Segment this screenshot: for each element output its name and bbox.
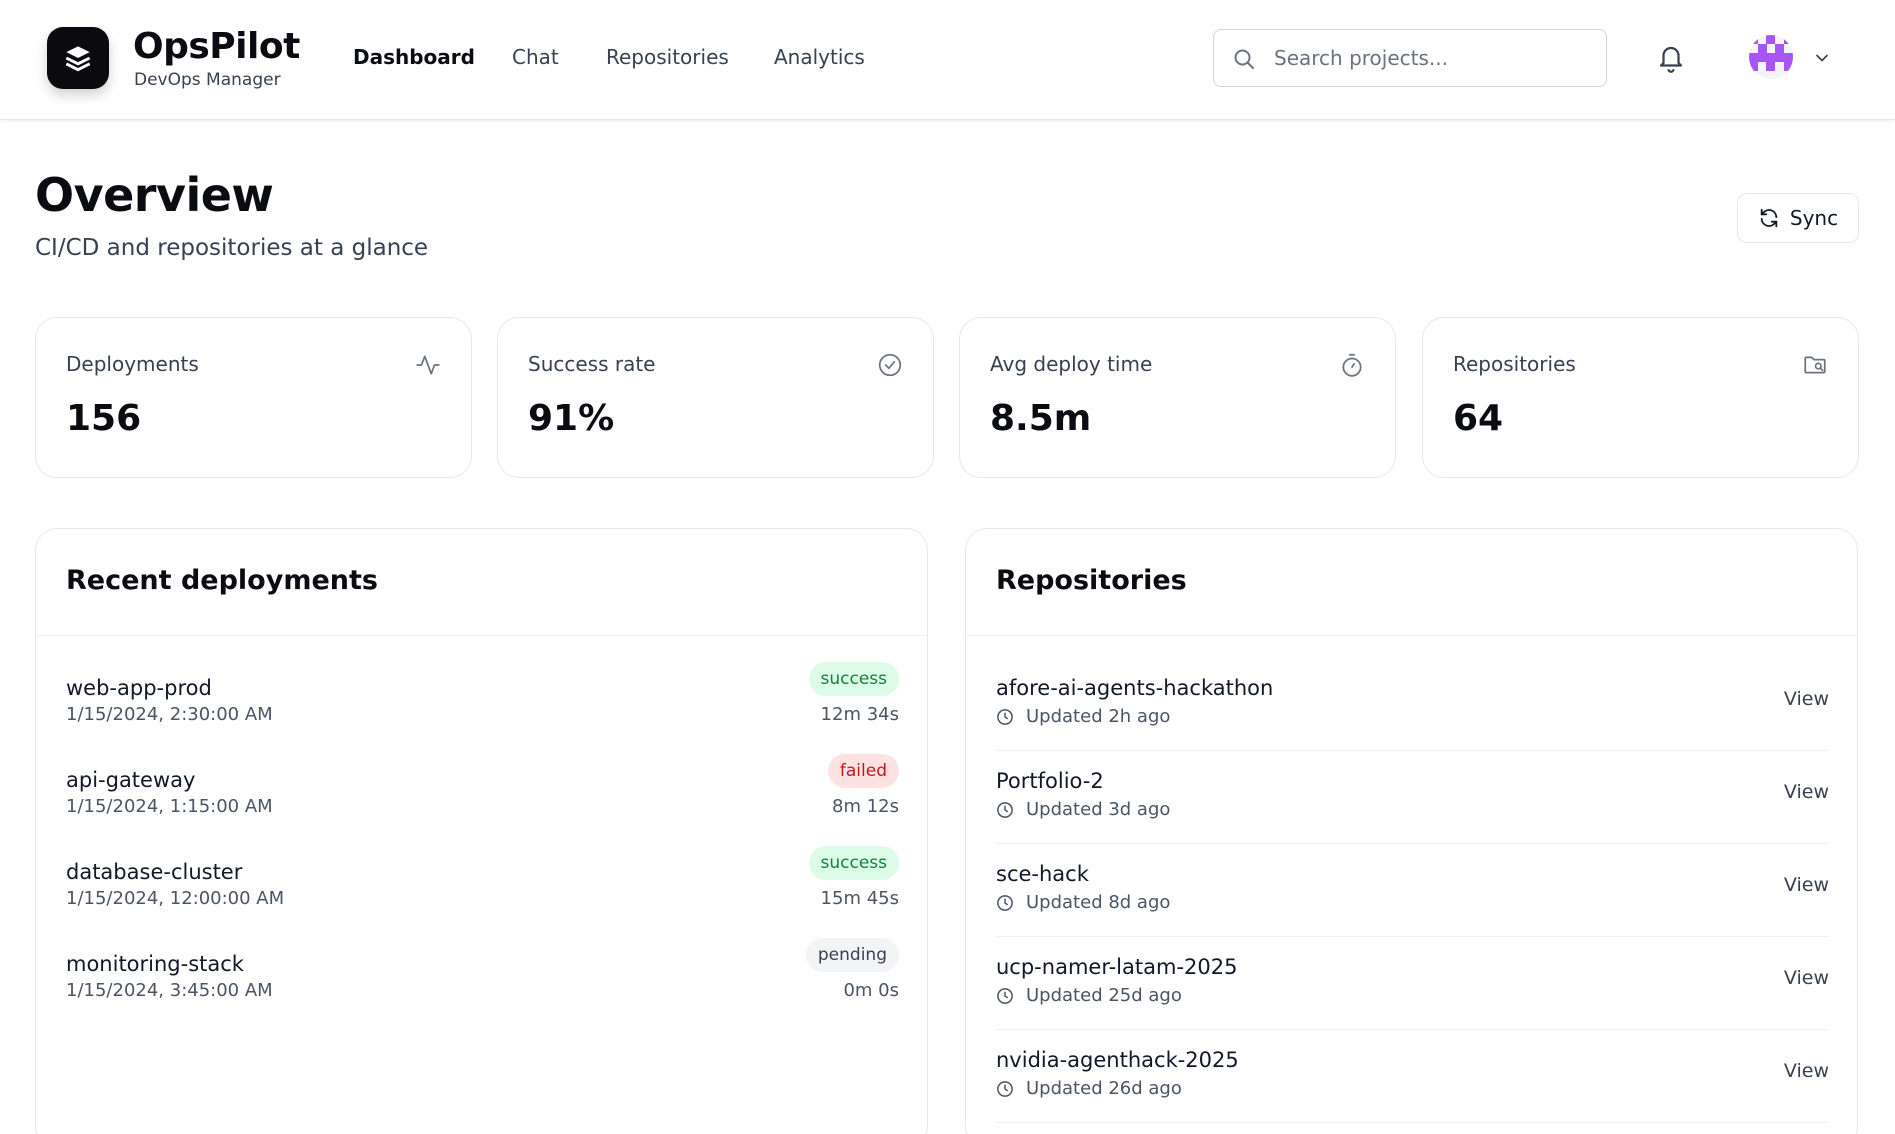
- view-button[interactable]: View: [1783, 874, 1829, 896]
- panel-title: Repositories: [996, 565, 1187, 596]
- stat-card-success-rate: Success rate 91%: [497, 317, 934, 478]
- brand-subtitle: DevOps Manager: [134, 70, 281, 90]
- repository-name[interactable]: Portfolio-2: [996, 769, 1104, 793]
- repository-name[interactable]: sce-hack: [996, 862, 1089, 886]
- updated-text: Updated 2h ago: [1026, 706, 1171, 727]
- deployment-name: api-gateway: [66, 768, 196, 792]
- divider: [36, 635, 927, 636]
- repository-name[interactable]: ucp-namer-latam-2025: [996, 955, 1238, 979]
- folder-search-icon: [1804, 356, 1826, 374]
- repository-row: Portfolio-2 Updated 3d ago View: [996, 751, 1829, 844]
- updated-text: Updated 3d ago: [1026, 799, 1171, 820]
- page-subtitle: CI/CD and repositories at a glance: [35, 235, 429, 261]
- repository-name[interactable]: afore-ai-agents-hackathon: [996, 676, 1274, 700]
- stat-label: Deployments: [66, 352, 199, 376]
- nav-analytics[interactable]: Analytics: [774, 45, 865, 69]
- panel-title: Recent deployments: [66, 565, 378, 596]
- updated-text: Updated 8d ago: [1026, 892, 1171, 913]
- clock-icon: [997, 801, 1013, 818]
- timer-icon: [1342, 353, 1362, 377]
- deployment-duration: 12m 34s: [820, 704, 899, 725]
- page-title: Overview: [35, 168, 274, 222]
- view-button[interactable]: View: [1783, 967, 1829, 989]
- status-badge: failed: [827, 754, 899, 788]
- check-circle-icon: [878, 353, 902, 377]
- repository-updated: Updated 3d ago: [996, 799, 1170, 820]
- deployment-duration: 15m 45s: [820, 888, 899, 909]
- sync-label: Sync: [1789, 206, 1839, 230]
- repository-row: ucp-namer-latam-2025 Updated 25d ago Vie…: [996, 937, 1829, 1030]
- repository-updated: Updated 8d ago: [996, 892, 1170, 913]
- deployment-row[interactable]: database-cluster 1/15/2024, 12:00:00 AM …: [66, 846, 899, 940]
- nav-repositories[interactable]: Repositories: [606, 45, 729, 69]
- status-badge: success: [808, 846, 899, 880]
- deployment-name: monitoring-stack: [66, 952, 244, 976]
- search-input[interactable]: [1274, 30, 1594, 86]
- deployment-name: database-cluster: [66, 860, 243, 884]
- search-icon: [1234, 49, 1254, 69]
- activity-icon: [416, 355, 440, 375]
- refresh-icon: [1760, 208, 1778, 228]
- repositories-panel: Repositories afore-ai-agents-hackathon U…: [965, 528, 1858, 1134]
- avatar-identicon-icon: [1749, 35, 1793, 79]
- recent-deployments-panel: Recent deployments web-app-prod 1/15/202…: [35, 528, 928, 1134]
- view-button[interactable]: View: [1783, 688, 1829, 710]
- brand-name: OpsPilot: [133, 26, 300, 67]
- repository-updated: Updated 25d ago: [996, 985, 1182, 1006]
- deployment-row[interactable]: monitoring-stack 1/15/2024, 3:45:00 AM p…: [66, 938, 899, 1032]
- search-box: [1213, 29, 1607, 87]
- repository-name[interactable]: nvidia-agenthack-2025: [996, 1048, 1239, 1072]
- stat-value: 8.5m: [990, 398, 1092, 439]
- stat-value: 156: [66, 398, 142, 439]
- repository-updated: Updated 26d ago: [996, 1078, 1182, 1099]
- notification-bell-icon[interactable]: [1656, 43, 1686, 73]
- clock-icon: [997, 708, 1013, 725]
- deployment-time: 1/15/2024, 3:45:00 AM: [66, 980, 273, 1001]
- view-button[interactable]: View: [1783, 1060, 1829, 1082]
- repository-row: nvidia-agenthack-2025 Updated 26d ago Vi…: [996, 1030, 1829, 1123]
- nav-chat[interactable]: Chat: [512, 45, 559, 69]
- repository-row: sce-hack Updated 8d ago View: [996, 844, 1829, 937]
- stat-label: Repositories: [1453, 352, 1576, 376]
- clock-icon: [997, 894, 1013, 911]
- chevron-down-icon[interactable]: [1812, 48, 1832, 68]
- status-badge: success: [808, 662, 899, 696]
- nav-dashboard[interactable]: Dashboard: [353, 45, 475, 69]
- sync-button[interactable]: Sync: [1737, 193, 1859, 243]
- divider: [966, 635, 1857, 636]
- updated-text: Updated 26d ago: [1026, 1078, 1182, 1099]
- stat-card-deployments: Deployments 156: [35, 317, 472, 478]
- repository-row: afore-ai-agents-hackathon Updated 2h ago…: [996, 658, 1829, 751]
- status-badge: pending: [805, 938, 899, 972]
- top-header: OpsPilot DevOps Manager Dashboard Chat R…: [0, 0, 1895, 120]
- layers-icon: [65, 46, 91, 72]
- deployment-duration: 8m 12s: [832, 796, 899, 817]
- deployment-duration: 0m 0s: [843, 980, 899, 1001]
- clock-icon: [997, 987, 1013, 1004]
- deployment-time: 1/15/2024, 1:15:00 AM: [66, 796, 273, 817]
- updated-text: Updated 25d ago: [1026, 985, 1182, 1006]
- deployment-name: web-app-prod: [66, 676, 212, 700]
- stat-value: 64: [1453, 398, 1504, 439]
- avatar[interactable]: [1749, 35, 1793, 79]
- deployment-row[interactable]: web-app-prod 1/15/2024, 2:30:00 AM succe…: [66, 662, 899, 756]
- logo[interactable]: [47, 27, 109, 89]
- deployment-time: 1/15/2024, 2:30:00 AM: [66, 704, 273, 725]
- stat-card-repositories: Repositories 64: [1422, 317, 1859, 478]
- repository-updated: Updated 2h ago: [996, 706, 1170, 727]
- view-button[interactable]: View: [1783, 781, 1829, 803]
- stat-label: Success rate: [528, 352, 656, 376]
- stat-value: 91%: [528, 398, 615, 439]
- clock-icon: [997, 1080, 1013, 1097]
- deployment-row[interactable]: api-gateway 1/15/2024, 1:15:00 AM failed…: [66, 754, 899, 848]
- stat-label: Avg deploy time: [990, 352, 1153, 376]
- deployment-time: 1/15/2024, 12:00:00 AM: [66, 888, 285, 909]
- stat-card-avg-deploy-time: Avg deploy time 8.5m: [959, 317, 1396, 478]
